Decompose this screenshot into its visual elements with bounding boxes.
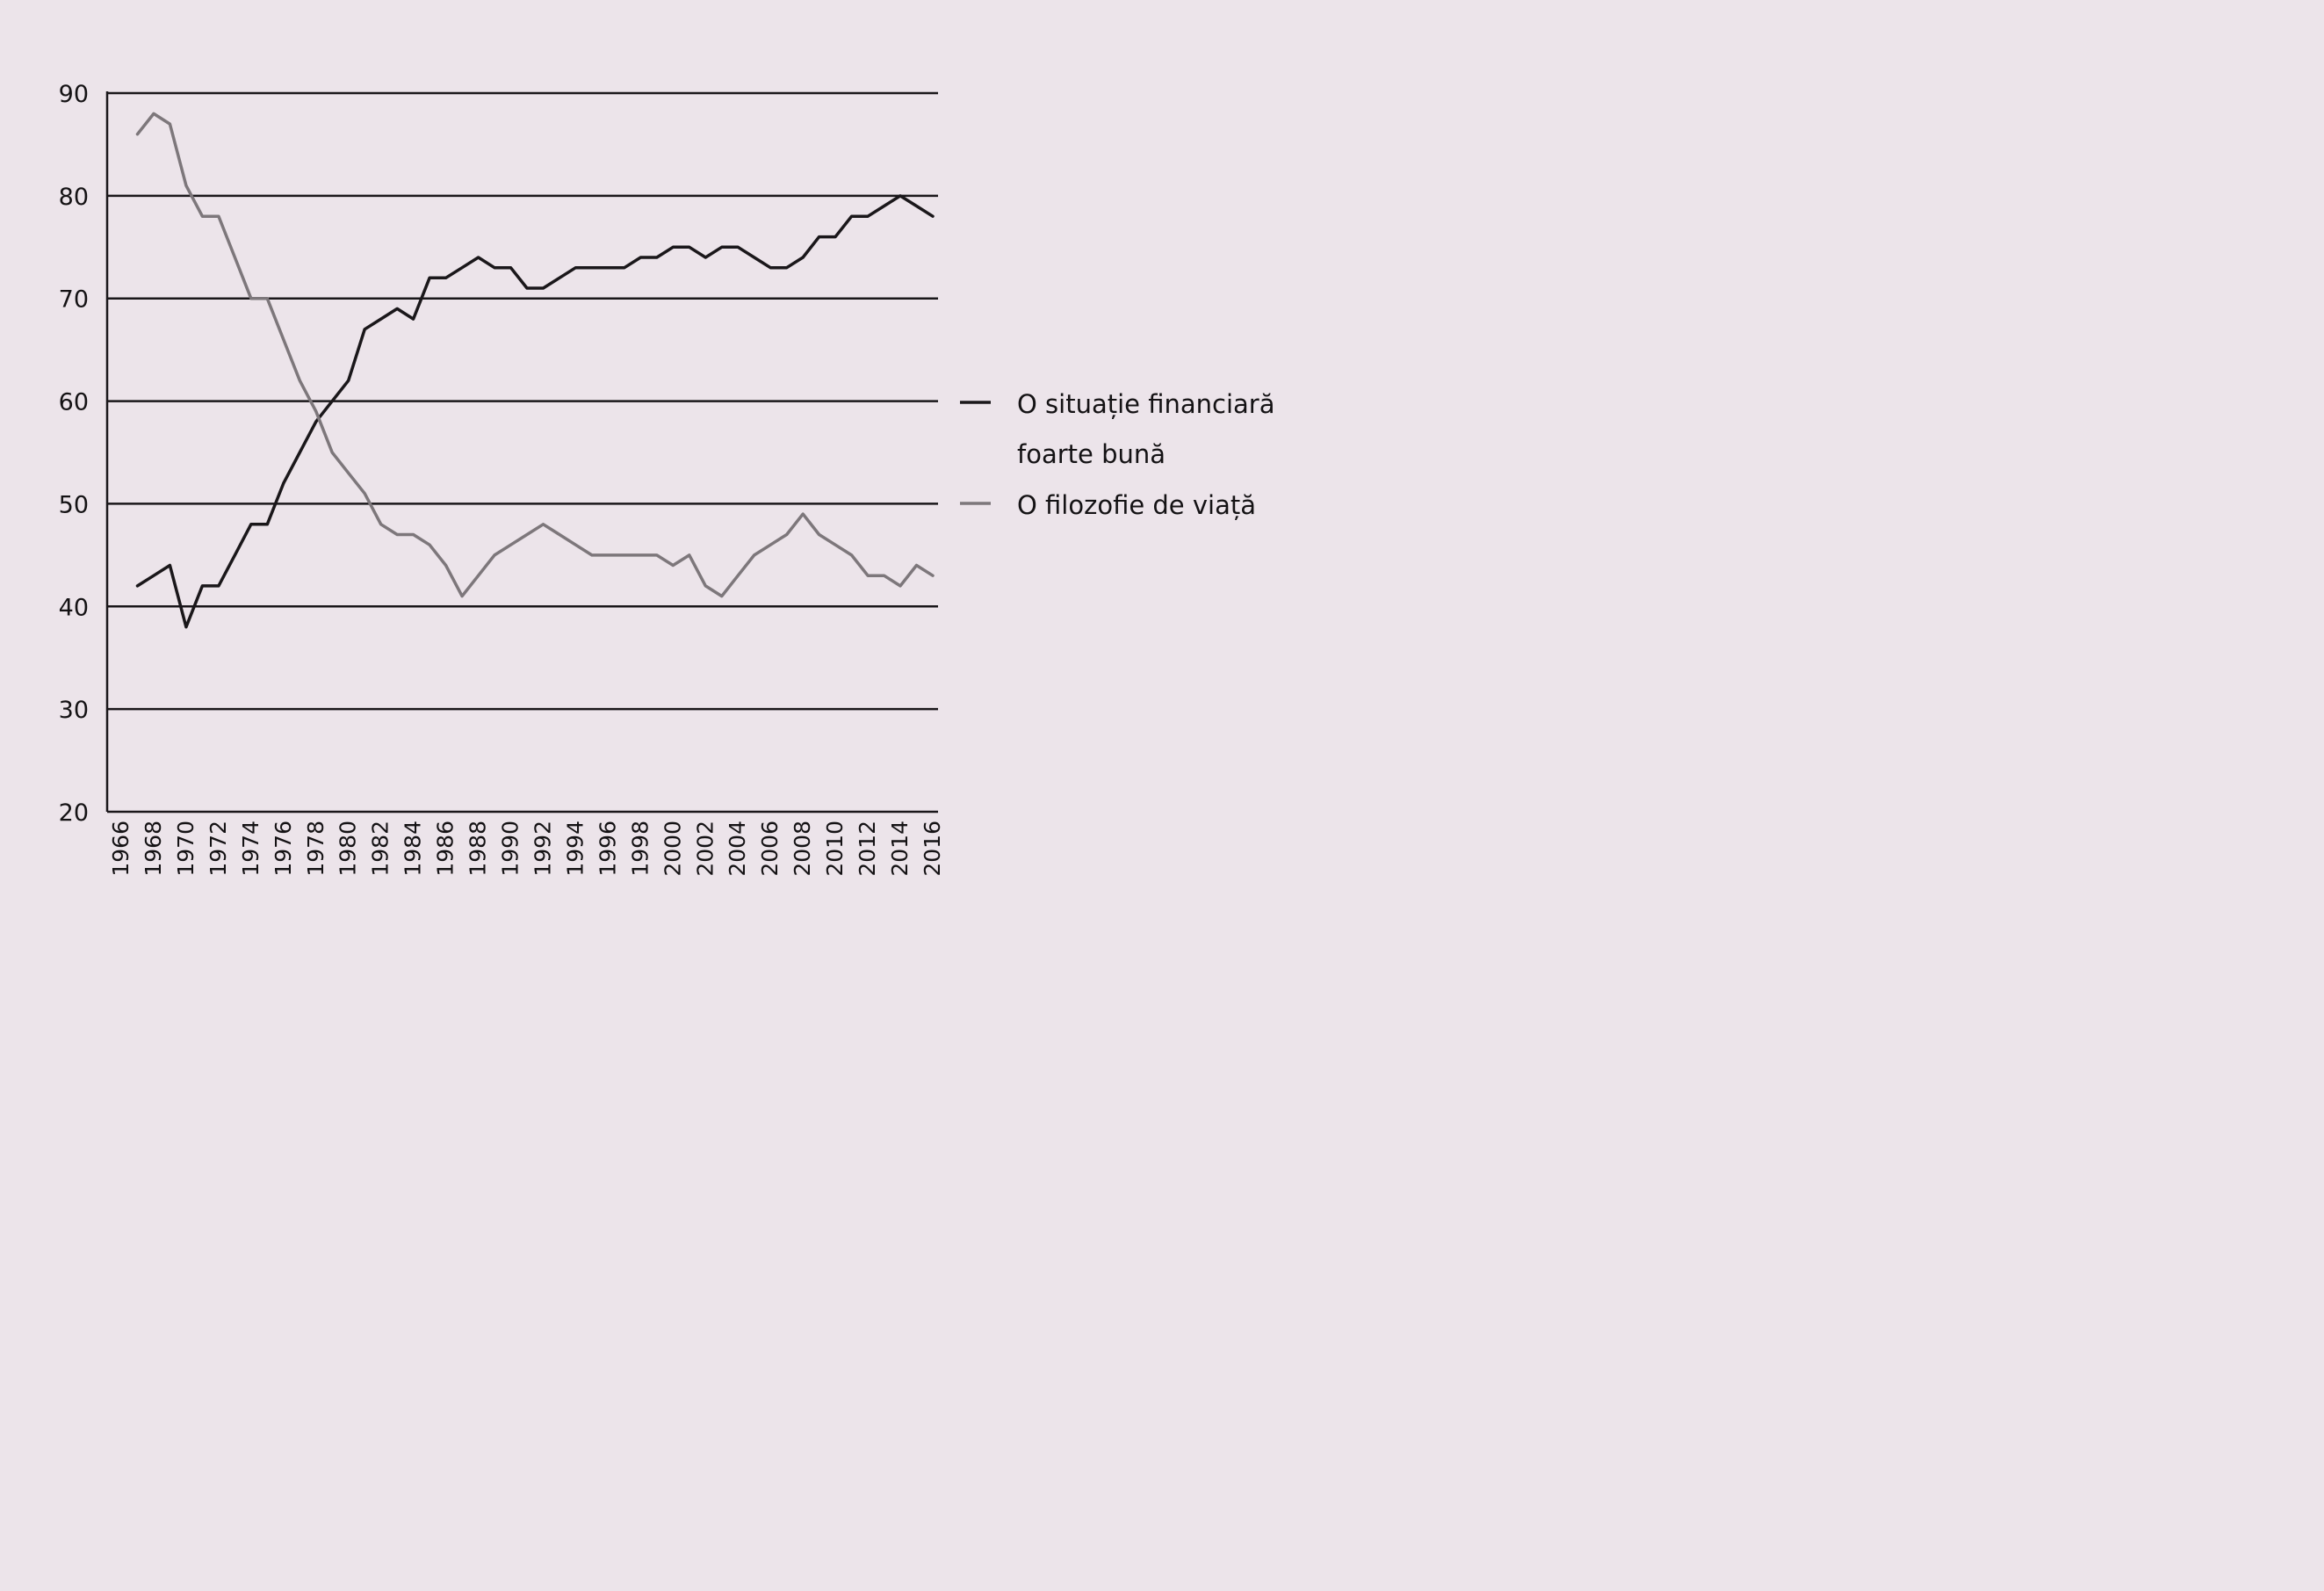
x-tick-label-1992: 1992 (530, 821, 555, 877)
x-tick-label-1996: 1996 (595, 821, 620, 877)
x-tick-label-1980: 1980 (336, 821, 361, 877)
x-tick-label-2010: 2010 (822, 821, 848, 877)
x-tick-label-1986: 1986 (433, 821, 458, 877)
y-tick-label-80: 80 (59, 184, 89, 211)
legend-label-2-line-1: O filozofie de viață (1017, 490, 1256, 520)
line-chart: 90 80 70 60 50 40 30 20 1966 1968 1970 1972 1974 197… (59, 81, 1275, 877)
x-tick-label-1966: 1966 (108, 821, 134, 877)
y-tick-label-30: 30 (59, 697, 89, 724)
x-tick-label-2008: 2008 (790, 821, 815, 877)
y-tick-labels: 90 80 70 60 50 40 30 20 (59, 81, 89, 827)
y-tick-label-60: 60 (59, 389, 89, 416)
x-tick-label-1972: 1972 (206, 821, 231, 877)
x-tick-label-1984: 1984 (401, 821, 426, 877)
chart-container: 90 80 70 60 50 40 30 20 1966 1968 1970 1972 1974 197… (0, 0, 1377, 943)
x-tick-labels: 1966 1968 1970 1972 1974 1976 1978 1980 1982 1984… (108, 821, 945, 877)
series-lines (135, 112, 935, 629)
x-tick-label-2000: 2000 (660, 821, 685, 877)
x-tick-label-1976: 1976 (271, 821, 296, 877)
x-tick-label-2006: 2006 (757, 821, 783, 877)
y-tick-label-40: 40 (59, 594, 89, 621)
x-tick-label-1978: 1978 (303, 821, 328, 877)
x-tick-label-2004: 2004 (725, 821, 750, 877)
series-line-1 (135, 194, 935, 629)
y-tick-label-90: 90 (59, 81, 89, 108)
x-tick-label-2016: 2016 (920, 821, 945, 877)
series-line-2 (135, 112, 935, 598)
grid-lines (107, 91, 938, 814)
x-tick-label-2002: 2002 (692, 821, 718, 877)
x-tick-label-1990: 1990 (498, 821, 523, 877)
x-tick-label-2014: 2014 (887, 821, 913, 877)
x-tick-label-2012: 2012 (855, 821, 880, 877)
x-tick-label-1982: 1982 (368, 821, 393, 877)
legend-label-1-line-1: O situație financiară (1017, 389, 1274, 419)
y-tick-label-70: 70 (59, 286, 89, 314)
x-tick-label-1970: 1970 (173, 821, 198, 877)
legend-label-1-line-2: foarte bună (1017, 439, 1166, 469)
y-tick-label-20: 20 (59, 799, 89, 827)
y-tick-label-50: 50 (59, 491, 89, 518)
legend: O situație financiară foarte bună O filozo… (960, 389, 1274, 520)
x-tick-label-1974: 1974 (238, 821, 263, 877)
x-tick-label-1968: 1968 (141, 821, 166, 877)
x-tick-label-1998: 1998 (627, 821, 653, 877)
x-tick-label-1988: 1988 (466, 821, 491, 877)
x-tick-label-1994: 1994 (562, 821, 588, 877)
